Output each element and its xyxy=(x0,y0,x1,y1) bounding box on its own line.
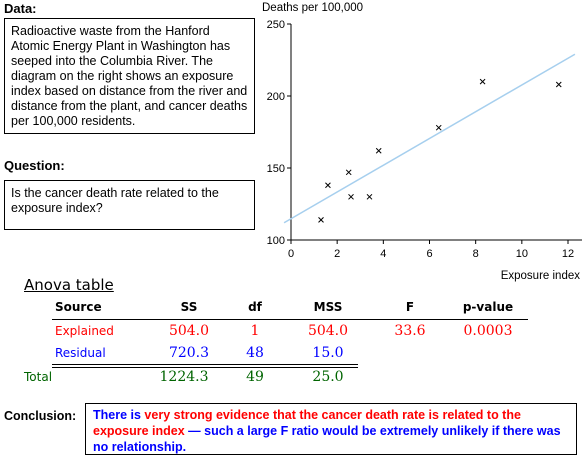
data-description-text: Radioactive waste from the Hanford Atomi… xyxy=(11,24,248,128)
regression-line xyxy=(283,53,576,224)
x-tick-label: 0 xyxy=(288,248,294,260)
x-tick-label: 12 xyxy=(562,248,574,260)
data-points xyxy=(318,78,562,223)
question-box: Is the cancer death rate related to the … xyxy=(4,180,255,230)
header-p-value: p-value xyxy=(462,300,514,314)
question-heading: Question: xyxy=(4,158,65,173)
data-description-box: Radioactive waste from the Hanford Atomi… xyxy=(4,18,255,134)
conclusion-text-lead: There is xyxy=(93,408,145,422)
data-point xyxy=(479,78,486,85)
row-total-mss: 25.0 xyxy=(312,369,344,385)
header-source: Source xyxy=(55,300,102,314)
row-total-ss: 1224.3 xyxy=(159,369,209,385)
data-point xyxy=(348,193,354,200)
row-explained-p-value: 0.0003 xyxy=(463,323,513,339)
x-tick-label: 6 xyxy=(426,248,432,260)
row-residual-mss: 15.0 xyxy=(312,345,344,361)
conclusion-text-explanation: — such a large F ratio would be extremel… xyxy=(93,424,561,454)
total-rule-upper xyxy=(52,364,358,365)
y-tick-group: 100 150 200 250 xyxy=(267,19,291,247)
header-df: df xyxy=(248,300,262,314)
x-tick-label: 8 xyxy=(473,248,479,260)
x-tick-label: 2 xyxy=(334,248,340,260)
scatter-chart: Deaths per 100,000 100 150 200 250 0 2 4 6 8 10 1… xyxy=(262,2,582,282)
data-point xyxy=(435,124,442,131)
row-total-df: 49 xyxy=(246,369,264,385)
data-point xyxy=(555,81,562,88)
data-point xyxy=(345,169,352,176)
row-total-label: Total xyxy=(24,370,53,384)
anova-table-title: Anova table xyxy=(24,276,114,294)
y-axis-label: Deaths per 100,000 xyxy=(262,2,363,14)
data-point xyxy=(366,193,373,200)
conclusion-box: There is very strong evidence that the c… xyxy=(85,403,577,455)
data-heading: Data: xyxy=(4,1,37,16)
question-text: Is the cancer death rate related to the … xyxy=(11,186,219,215)
data-point xyxy=(375,147,382,154)
x-axis-label: Exposure index xyxy=(501,270,581,282)
y-tick-label: 250 xyxy=(267,19,285,31)
row-residual-ss: 720.3 xyxy=(168,345,210,361)
y-tick-label: 150 xyxy=(267,163,285,175)
conclusion-label: Conclusion: xyxy=(4,409,77,423)
header-rule xyxy=(52,319,528,320)
x-tick-label: 10 xyxy=(516,248,528,260)
data-point xyxy=(325,182,331,189)
header-ss: SS xyxy=(180,300,198,314)
row-explained-mss: 504.0 xyxy=(307,323,349,339)
x-tick-label: 4 xyxy=(380,248,386,260)
row-explained-f: 33.6 xyxy=(394,323,426,339)
row-explained-df: 1 xyxy=(250,323,260,339)
total-rule-lower xyxy=(52,367,358,368)
row-explained-label: Explained xyxy=(55,324,114,338)
header-f: F xyxy=(405,300,415,314)
header-mss: MSS xyxy=(313,300,343,314)
data-point xyxy=(318,216,324,223)
x-tick-group: 0 2 4 6 8 10 12 xyxy=(288,240,574,260)
y-tick-label: 100 xyxy=(267,235,285,247)
row-residual-label: Residual xyxy=(55,346,106,360)
row-explained-ss: 504.0 xyxy=(168,323,210,339)
conclusion-text-evidence: very strong evidence that the cancer dea… xyxy=(93,408,521,438)
row-residual-df: 48 xyxy=(246,345,264,361)
y-tick-label: 200 xyxy=(267,91,285,103)
